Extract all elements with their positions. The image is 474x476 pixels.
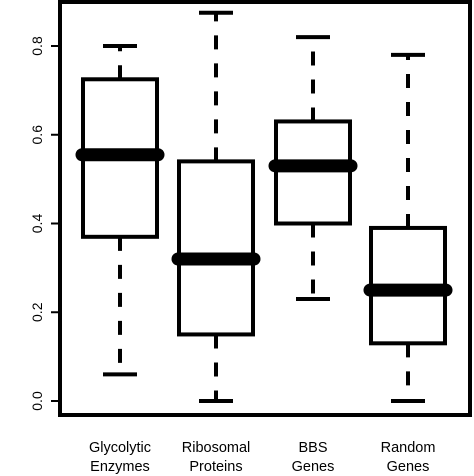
y-tick-label: 0.6 [29,125,45,145]
box-group [171,10,261,403]
category-label-line2: Genes [292,459,335,475]
category-label-line1: Random [381,440,436,456]
category-label-line2: Enzymes [90,459,150,475]
x-axis-labels: Glycolytic Enzymes Ribosomal Proteins BBS Gen… [89,440,435,475]
plot-frame [58,0,472,417]
category-label-line2: Proteins [189,459,242,475]
y-axis: 0.0 0.2 0.4 0.6 0.8 [29,36,59,411]
category-label-line1: Glycolytic [89,440,151,456]
y-tick-label: 0.8 [29,36,45,56]
box-group [75,44,165,377]
y-tick-label: 0.0 [29,391,45,411]
category-label-line2: Genes [387,459,430,475]
category-label-line1: Ribosomal [182,440,251,456]
category-label-line1: BBS [298,440,327,456]
y-tick-label: 0.2 [29,302,45,322]
y-tick-label: 0.4 [29,214,45,234]
box-series [75,10,453,403]
iqr-box [274,119,352,226]
iqr-box [177,159,255,337]
box-group [363,52,453,403]
box-group [268,35,358,301]
